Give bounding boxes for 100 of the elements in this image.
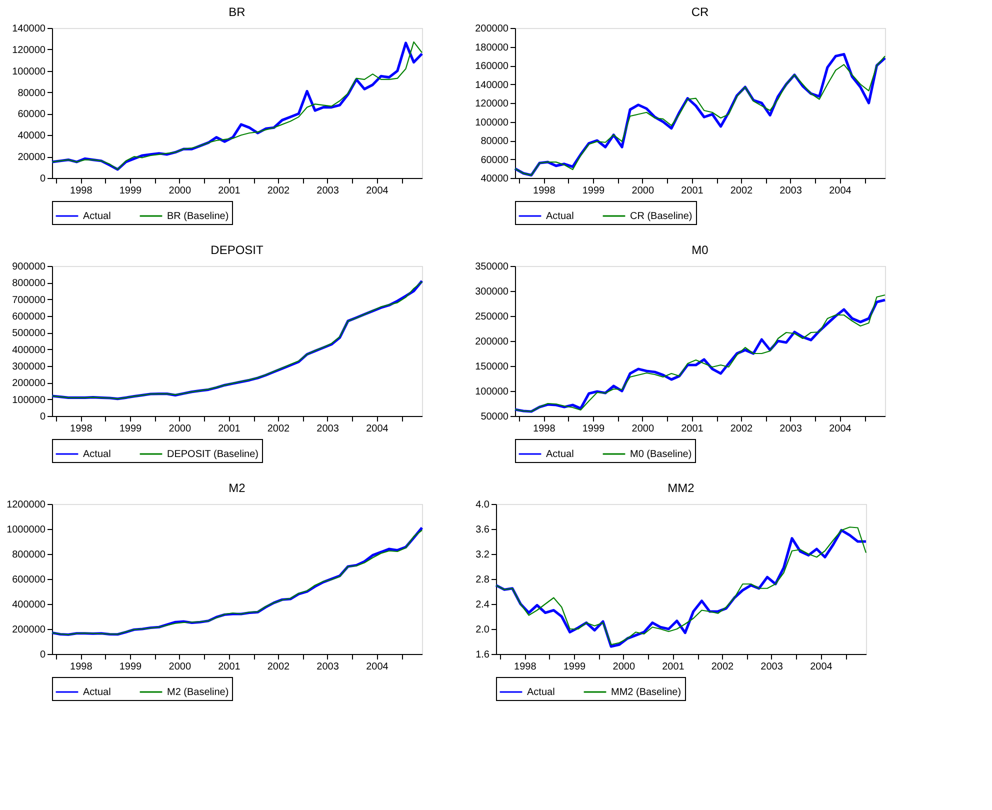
x-tick-label: 2003 <box>316 424 340 434</box>
x-tick-label: 1999 <box>563 662 586 672</box>
x-tick-label: 1998 <box>533 186 556 196</box>
y-tick-label: 140000 <box>475 80 509 91</box>
x-tick-label: 2000 <box>168 662 192 672</box>
x-tick-label: 2001 <box>662 662 685 672</box>
y-tick-label: 3.6 <box>476 524 490 536</box>
legend-label: MM2 (Baseline) <box>611 687 682 698</box>
legend-label: DEPOSIT (Baseline) <box>167 449 259 460</box>
x-tick-label: 2002 <box>267 186 290 196</box>
x-tick-label: 2000 <box>632 424 654 434</box>
y-tick-label: 600000 <box>12 574 46 586</box>
y-tick-label: 80000 <box>18 88 46 99</box>
y-tick-label: 900000 <box>12 262 46 272</box>
x-tick-label: 2001 <box>218 424 241 434</box>
chart-title: BR <box>228 5 246 19</box>
legend-label: Actual <box>83 449 111 460</box>
x-tick-label: 2002 <box>267 424 290 434</box>
y-tick-label: 50000 <box>480 412 509 422</box>
x-tick-label: 2003 <box>780 424 802 434</box>
y-tick-label: 0 <box>40 174 46 184</box>
y-tick-label: 400000 <box>12 600 46 610</box>
x-tick-label: 2002 <box>267 662 290 672</box>
x-tick-label: 2003 <box>780 186 802 196</box>
x-tick-label: 2001 <box>681 186 704 196</box>
x-tick-label: 2002 <box>730 186 754 196</box>
x-tick-label: 2001 <box>681 424 704 434</box>
legend-label: Actual <box>546 449 574 460</box>
x-tick-label: 2003 <box>316 186 340 196</box>
y-tick-label: 100000 <box>475 386 509 398</box>
y-tick-label: 100000 <box>475 117 509 128</box>
y-tick-label: 500000 <box>12 328 46 340</box>
x-tick-label: 2004 <box>366 186 389 196</box>
y-tick-label: 2.8 <box>476 574 490 586</box>
y-tick-label: 3.2 <box>476 550 490 560</box>
y-tick-label: 400000 <box>12 344 46 356</box>
chart-title: DEPOSIT <box>210 243 264 257</box>
x-tick-label: 1998 <box>70 424 93 434</box>
x-tick-label: 2001 <box>218 186 241 196</box>
x-tick-label: 1998 <box>533 424 556 434</box>
y-tick-label: 1000000 <box>6 524 46 536</box>
x-tick-label: 1999 <box>119 662 142 672</box>
x-tick-label: 2000 <box>168 424 192 434</box>
y-tick-label: 350000 <box>475 262 509 272</box>
x-tick-label: 2000 <box>168 186 192 196</box>
legend-label: Actual <box>546 211 574 222</box>
x-tick-label: 2003 <box>760 662 784 672</box>
x-tick-label: 1998 <box>514 662 537 672</box>
y-tick-label: 120000 <box>12 44 46 56</box>
y-tick-label: 0 <box>40 650 46 660</box>
x-tick-label: 2002 <box>730 424 754 434</box>
y-tick-label: 160000 <box>475 61 509 72</box>
x-tick-label: 1999 <box>582 186 606 196</box>
legend-label: CR (Baseline) <box>630 211 692 222</box>
legend-label: Actual <box>83 687 111 698</box>
y-tick-label: 200000 <box>475 24 509 34</box>
y-tick-label: 150000 <box>475 362 509 372</box>
legend-label: M2 (Baseline) <box>167 687 229 698</box>
y-tick-label: 20000 <box>18 152 46 164</box>
y-tick-label: 800000 <box>12 278 46 290</box>
y-tick-label: 1.6 <box>476 650 490 660</box>
y-tick-label: 60000 <box>480 154 509 166</box>
legend-label: Actual <box>83 211 111 222</box>
y-tick-label: 4.0 <box>476 500 490 510</box>
y-tick-label: 200000 <box>12 378 46 390</box>
y-tick-label: 2.4 <box>476 600 490 610</box>
legend-label: BR (Baseline) <box>167 211 229 222</box>
y-tick-label: 800000 <box>12 550 46 560</box>
y-tick-label: 2.0 <box>476 624 490 636</box>
chart-title: M0 <box>692 243 709 257</box>
legend-label: Actual <box>527 687 555 698</box>
legend-label: M0 (Baseline) <box>630 449 692 460</box>
y-tick-label: 60000 <box>18 109 46 120</box>
x-tick-label: 2001 <box>218 662 241 672</box>
chart-title: MM2 <box>668 481 695 495</box>
x-tick-label: 2004 <box>829 186 852 196</box>
x-tick-label: 1999 <box>119 186 142 196</box>
y-tick-label: 250000 <box>475 312 509 322</box>
x-tick-label: 2002 <box>711 662 734 672</box>
y-tick-label: 300000 <box>12 362 46 372</box>
x-tick-label: 1999 <box>582 424 606 434</box>
x-tick-label: 2004 <box>366 662 389 672</box>
chart-title: CR <box>691 5 709 19</box>
x-tick-label: 1998 <box>70 662 93 672</box>
y-tick-label: 100000 <box>12 66 46 78</box>
y-tick-label: 180000 <box>475 42 509 54</box>
y-tick-label: 200000 <box>12 624 46 636</box>
y-tick-label: 0 <box>40 412 46 422</box>
x-tick-label: 2004 <box>366 424 389 434</box>
y-tick-label: 40000 <box>18 130 46 142</box>
x-tick-label: 2000 <box>632 186 654 196</box>
y-tick-label: 40000 <box>480 174 509 184</box>
chart-title: M2 <box>228 481 246 495</box>
x-tick-label: 2004 <box>829 424 852 434</box>
y-tick-label: 200000 <box>475 336 509 348</box>
x-tick-label: 2003 <box>316 662 340 672</box>
y-tick-label: 100000 <box>12 394 46 406</box>
y-tick-label: 120000 <box>475 98 509 110</box>
y-tick-label: 300000 <box>475 286 509 298</box>
x-tick-label: 2000 <box>612 662 636 672</box>
